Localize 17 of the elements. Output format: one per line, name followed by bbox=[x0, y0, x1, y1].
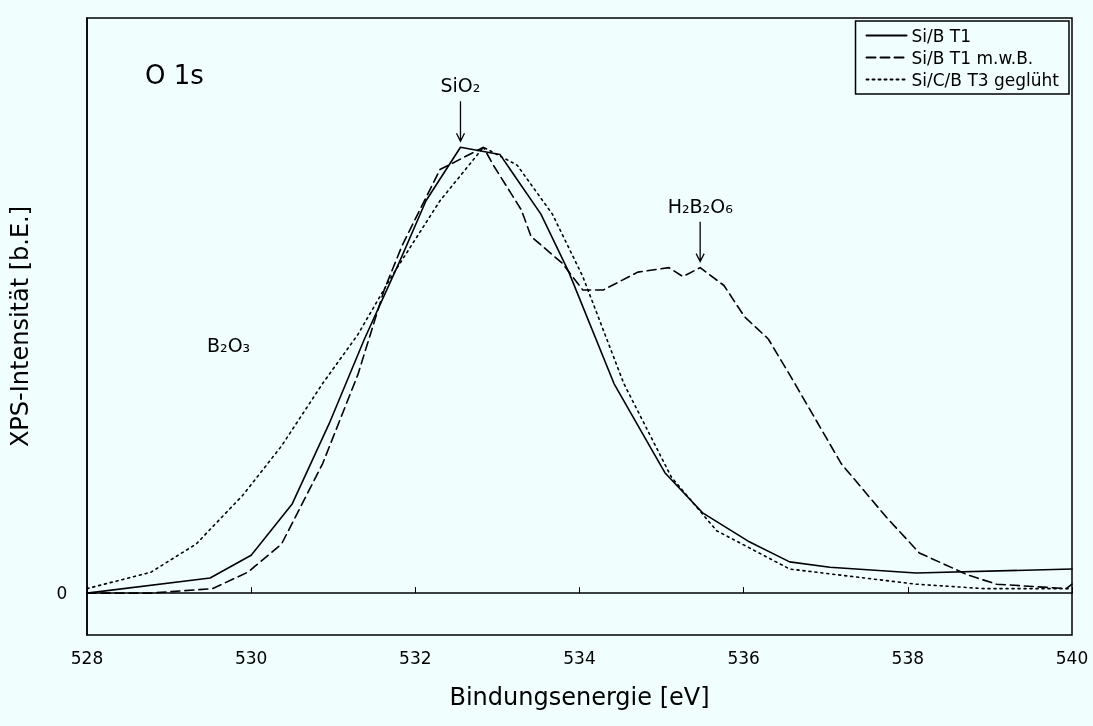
annotation: SiO₂ bbox=[440, 74, 481, 97]
legend-label: Si/B T1 bbox=[911, 25, 972, 46]
text: O 1s bbox=[145, 60, 204, 90]
legend-label: Si/C/B T3 geglüht bbox=[911, 69, 1060, 90]
legend-label: Si/B T1 m.w.B. bbox=[911, 47, 1034, 68]
x-tick-label: 536 bbox=[727, 647, 760, 668]
text: 0 bbox=[56, 582, 68, 603]
x-tick-label: 540 bbox=[1055, 647, 1089, 668]
x-tick-label: 538 bbox=[891, 647, 925, 668]
x-tick-label: 532 bbox=[399, 647, 432, 668]
x-tick-label: 530 bbox=[234, 647, 268, 668]
annotation: B₂O₃ bbox=[207, 334, 251, 357]
y-axis-title: XPS-Intensität [b.E.] bbox=[6, 205, 34, 448]
x-tick-label: 534 bbox=[563, 647, 596, 668]
x-tick-label: 528 bbox=[70, 647, 104, 668]
annotation: H₂B₂O₆ bbox=[667, 194, 733, 217]
x-axis-title: Bindungsenergie [eV] bbox=[449, 683, 710, 711]
